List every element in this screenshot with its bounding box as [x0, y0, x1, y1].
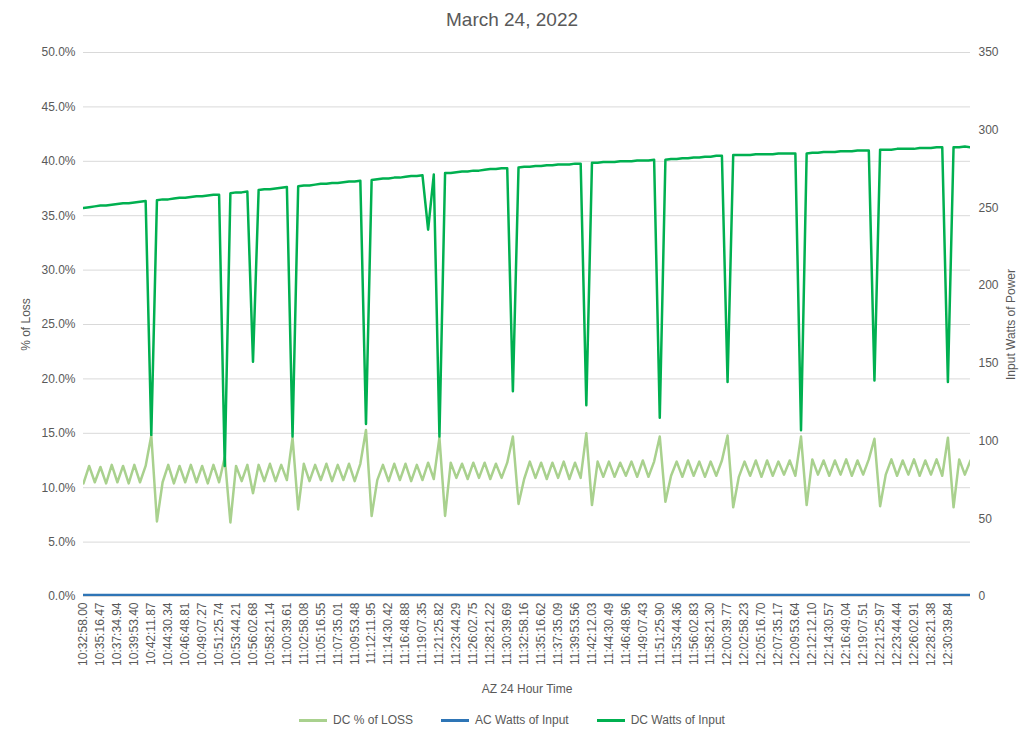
- svg-text:35.0%: 35.0%: [41, 209, 75, 223]
- svg-text:0: 0: [979, 589, 986, 603]
- svg-text:11:56:02.83: 11:56:02.83: [687, 602, 701, 665]
- svg-text:11:42:12.03: 11:42:12.03: [585, 602, 599, 665]
- svg-text:10:37:34.94: 10:37:34.94: [110, 602, 124, 666]
- svg-text:% of Loss: % of Loss: [19, 298, 33, 351]
- svg-text:Input Watts of Power: Input Watts of Power: [1004, 269, 1018, 380]
- svg-text:11:12:11.95: 11:12:11.95: [364, 602, 378, 664]
- svg-text:12:28:21.38: 12:28:21.38: [924, 602, 938, 666]
- svg-text:11:49:07.43: 11:49:07.43: [636, 602, 650, 665]
- html-text:March 24, 2022: March 24, 2022: [446, 9, 578, 30]
- svg-text:10.0%: 10.0%: [41, 481, 75, 495]
- svg-text:150: 150: [979, 356, 999, 370]
- html-text:DC Watts of Input: DC Watts of Input: [630, 713, 725, 727]
- svg-text:11:28:21.22: 11:28:21.22: [483, 602, 497, 665]
- svg-text:50: 50: [979, 512, 993, 526]
- svg-text:12:30:39.84: 12:30:39.84: [941, 602, 955, 666]
- svg-text:11:07:35.01: 11:07:35.01: [331, 602, 345, 665]
- svg-text:11:21:25.82: 11:21:25.82: [432, 602, 446, 665]
- svg-text:300: 300: [979, 123, 999, 137]
- svg-text:10:46:48.81: 10:46:48.81: [178, 602, 192, 666]
- svg-text:11:16:48.88: 11:16:48.88: [398, 602, 412, 665]
- svg-text:20.0%: 20.0%: [41, 372, 75, 386]
- svg-text:15.0%: 15.0%: [41, 426, 75, 440]
- svg-text:100: 100: [979, 434, 999, 448]
- svg-text:40.0%: 40.0%: [41, 154, 75, 168]
- svg-text:11:19:07.35: 11:19:07.35: [415, 602, 429, 665]
- svg-text:12:12:12.10: 12:12:12.10: [805, 602, 819, 666]
- svg-text:11:39:53.56: 11:39:53.56: [568, 602, 582, 665]
- svg-text:11:44:30.49: 11:44:30.49: [602, 602, 616, 665]
- svg-text:12:14:30.57: 12:14:30.57: [822, 602, 836, 666]
- svg-text:5.0%: 5.0%: [48, 535, 76, 549]
- html-text:AC Watts of Input: AC Watts of Input: [475, 713, 569, 727]
- svg-text:12:21:25.97: 12:21:25.97: [873, 602, 887, 666]
- svg-text:10:35:16.47: 10:35:16.47: [93, 602, 107, 666]
- svg-text:11:35:16.62: 11:35:16.62: [534, 602, 548, 665]
- svg-text:11:09:53.48: 11:09:53.48: [348, 602, 362, 665]
- svg-text:AZ 24 Hour Time: AZ 24 Hour Time: [482, 682, 573, 696]
- svg-text:11:51:25.90: 11:51:25.90: [653, 602, 667, 665]
- svg-text:10:44:30.34: 10:44:30.34: [161, 602, 175, 666]
- svg-text:12:26:02.91: 12:26:02.91: [907, 602, 921, 666]
- svg-text:12:02:58.23: 12:02:58.23: [737, 602, 751, 666]
- svg-text:11:14:30.42: 11:14:30.42: [381, 602, 395, 665]
- svg-text:350: 350: [979, 45, 999, 59]
- svg-text:10:42:11.87: 10:42:11.87: [144, 602, 158, 665]
- svg-text:11:37:35.09: 11:37:35.09: [551, 602, 565, 665]
- svg-text:12:05:16.70: 12:05:16.70: [754, 602, 768, 666]
- svg-text:10:53:44.21: 10:53:44.21: [229, 602, 243, 666]
- svg-text:30.0%: 30.0%: [41, 263, 75, 277]
- svg-text:25.0%: 25.0%: [41, 317, 75, 331]
- svg-text:0.0%: 0.0%: [48, 589, 76, 603]
- svg-text:10:39:53.40: 10:39:53.40: [127, 602, 141, 666]
- svg-text:11:46:48.96: 11:46:48.96: [619, 602, 633, 665]
- svg-text:12:19:07.51: 12:19:07.51: [856, 602, 870, 666]
- svg-text:11:53:44.36: 11:53:44.36: [670, 602, 684, 665]
- svg-text:45.0%: 45.0%: [41, 100, 75, 114]
- svg-text:11:32:58.16: 11:32:58.16: [517, 602, 531, 665]
- svg-text:11:26:02.75: 11:26:02.75: [466, 602, 480, 665]
- svg-text:11:02:58.08: 11:02:58.08: [297, 602, 311, 665]
- svg-text:12:23:44.44: 12:23:44.44: [890, 602, 904, 666]
- svg-text:12:00:39.77: 12:00:39.77: [720, 602, 734, 666]
- svg-text:11:58:21.30: 11:58:21.30: [703, 602, 717, 665]
- svg-text:10:49:07.27: 10:49:07.27: [195, 602, 209, 666]
- svg-text:11:05:16.55: 11:05:16.55: [314, 602, 328, 665]
- svg-text:12:09:53.64: 12:09:53.64: [788, 602, 802, 666]
- svg-text:250: 250: [979, 201, 999, 215]
- svg-text:11:23:44.29: 11:23:44.29: [449, 602, 463, 665]
- svg-text:12:16:49.04: 12:16:49.04: [839, 602, 853, 666]
- svg-text:10:56:02.68: 10:56:02.68: [246, 602, 260, 666]
- svg-text:200: 200: [979, 278, 999, 292]
- svg-text:50.0%: 50.0%: [41, 45, 75, 59]
- svg-text:12:07:35.17: 12:07:35.17: [771, 602, 785, 666]
- html-text:DC % of LOSS: DC % of LOSS: [333, 713, 414, 727]
- svg-text:10:32:58.00: 10:32:58.00: [76, 602, 90, 666]
- svg-text:10:51:25.74: 10:51:25.74: [212, 602, 226, 666]
- svg-text:10:58:21.14: 10:58:21.14: [263, 602, 277, 666]
- svg-text:11:30:39.69: 11:30:39.69: [500, 602, 514, 665]
- svg-text:11:00:39.61: 11:00:39.61: [280, 602, 294, 665]
